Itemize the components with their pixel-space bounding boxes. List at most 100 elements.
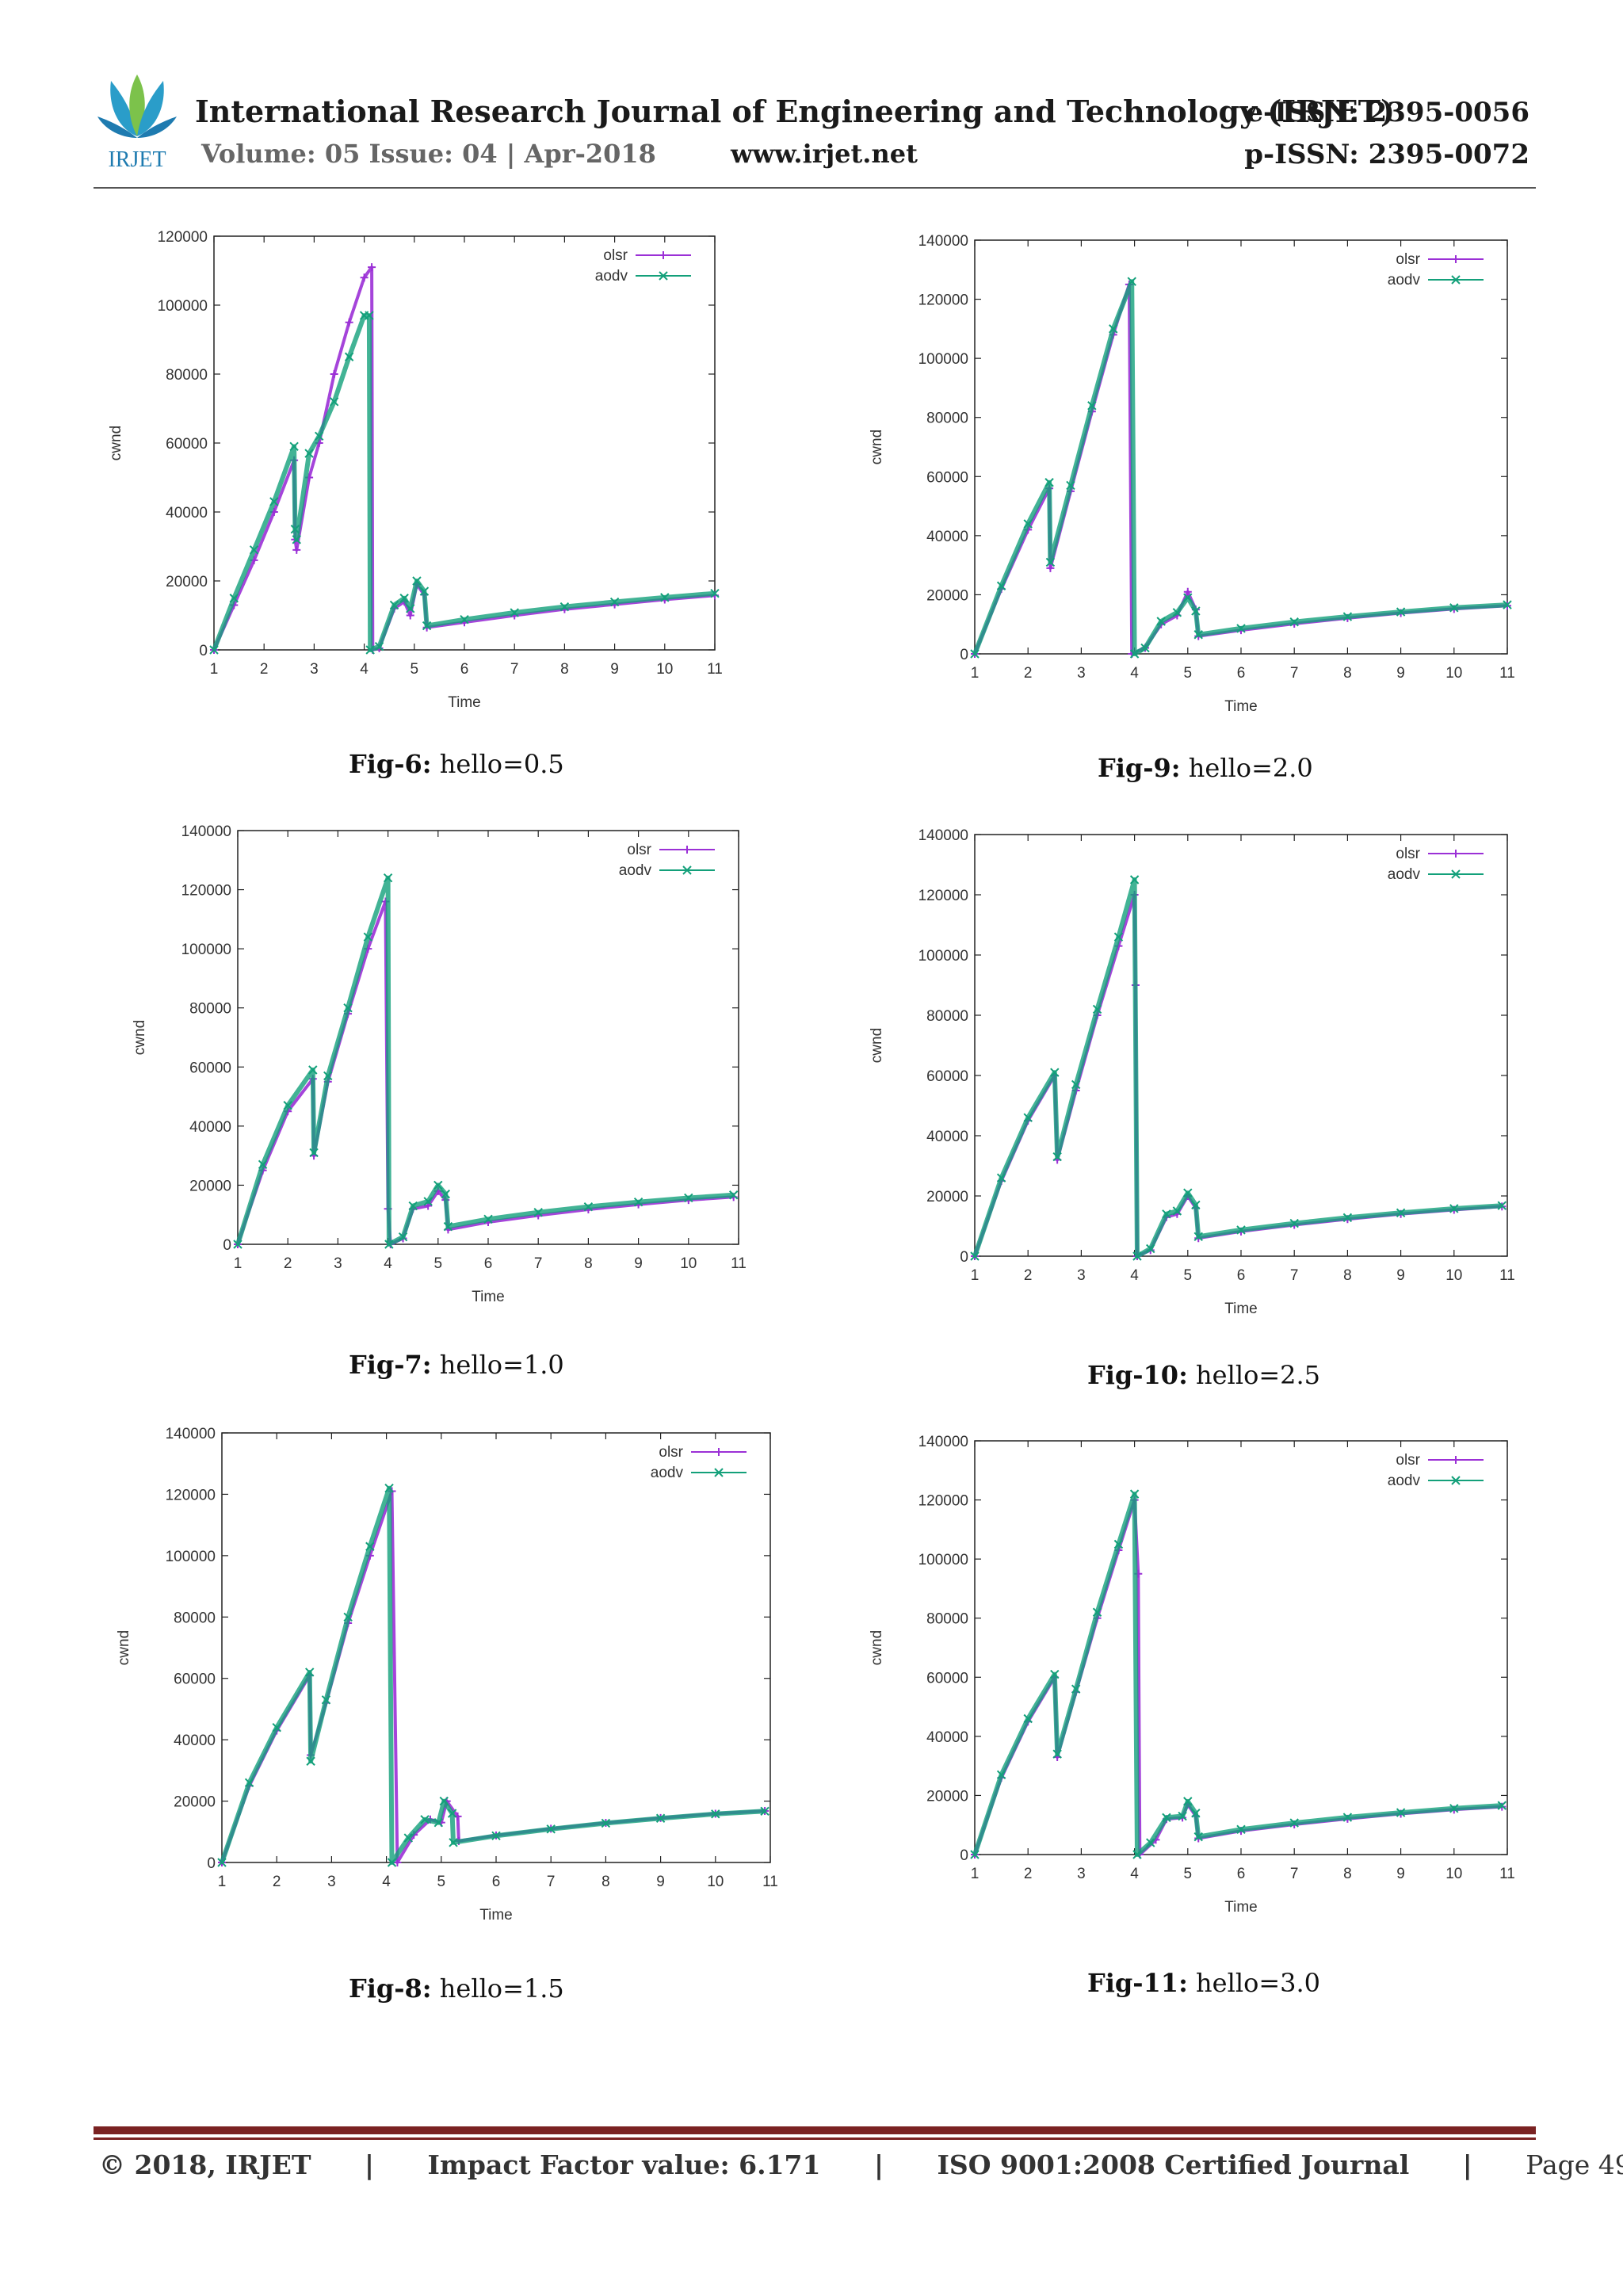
caption-text: hello=2.5 [1187, 1360, 1321, 1390]
data-point-aodv [1023, 1113, 1033, 1122]
page-footer: © 2018, IRJET | Impact Factor value: 6.1… [99, 2149, 1623, 2180]
x-tick-label: 7 [1290, 665, 1299, 682]
data-point-aodv [403, 1833, 413, 1843]
data-point-aodv [315, 431, 324, 441]
data-point-aodv [387, 1858, 397, 1867]
y-tick-label: 80000 [174, 1610, 216, 1626]
legend-label-olsr: olsr [659, 1444, 683, 1461]
legend-marker-aodv [659, 271, 668, 281]
caption-label: Fig-9: [1098, 753, 1181, 783]
chart-fig6: 0 20000 40000 60000 80000 100000 120000 1 2 3 4 5 6 7… [108, 229, 723, 711]
x-tick-label: 5 [437, 1874, 446, 1890]
x-tick-label: 3 [1077, 665, 1086, 682]
pissn: p-ISSN: 2395-0072 [1244, 139, 1529, 170]
data-point-aodv [1162, 1209, 1171, 1219]
data-point-aodv [1342, 612, 1353, 621]
footer-divider-thick [94, 2126, 1536, 2134]
footer-copyright: © 2018, IRJET [99, 2149, 311, 2180]
data-point-aodv [1289, 1818, 1299, 1828]
data-point-aodv [1191, 1200, 1201, 1210]
caption-label: Fig-10: [1087, 1360, 1188, 1390]
caption-text: hello=1.5 [431, 1973, 564, 2004]
legend-marker-aodv [1451, 869, 1461, 879]
data-point-aodv [1156, 617, 1166, 626]
y-tick-label: 20000 [174, 1794, 216, 1811]
y-tick-label: 20000 [926, 1189, 968, 1205]
x-tick-label: 7 [510, 661, 519, 678]
y-tick-label: 0 [207, 1855, 216, 1872]
y-tick-label: 120000 [158, 229, 208, 246]
data-point-aodv [460, 615, 469, 625]
legend-marker-aodv [1451, 275, 1461, 285]
data-point-olsr [330, 370, 338, 378]
data-point-aodv [233, 1240, 242, 1249]
series-aodv [233, 873, 739, 1249]
x-axis-label: Time [472, 1289, 505, 1305]
y-tick-label: 100000 [158, 298, 208, 315]
caption-text: hello=3.0 [1187, 1968, 1321, 1998]
y-tick-label: 140000 [918, 827, 968, 844]
data-point-aodv [443, 1221, 453, 1232]
data-point-aodv [970, 649, 980, 659]
legend-marker-aodv [1451, 1476, 1461, 1485]
caption-label: Fig-7: [349, 1350, 432, 1380]
y-tick-label: 80000 [189, 1001, 231, 1018]
data-point-aodv [244, 1778, 254, 1788]
data-point-aodv [1497, 1201, 1507, 1210]
y-tick-label: 20000 [926, 587, 968, 604]
x-tick-label: 11 [1499, 665, 1515, 682]
data-point-aodv [309, 1148, 319, 1158]
footer-separator: | [873, 2149, 884, 2180]
y-tick-label: 120000 [918, 888, 968, 904]
data-point-aodv [1497, 1801, 1507, 1810]
data-point-aodv [258, 1159, 268, 1170]
data-point-aodv [420, 1815, 430, 1824]
data-point-aodv [1193, 1832, 1203, 1842]
x-tick-label: 9 [1396, 1267, 1405, 1284]
x-tick-label: 3 [1077, 1866, 1086, 1882]
x-tick-label: 8 [1343, 1267, 1352, 1284]
data-point-aodv [343, 1003, 353, 1013]
data-point-aodv [510, 608, 519, 617]
data-point-aodv [559, 602, 570, 612]
data-point-aodv [1092, 1607, 1102, 1617]
header-divider [94, 187, 1536, 189]
y-tick-label: 140000 [918, 233, 968, 250]
x-tick-label: 8 [584, 1255, 593, 1272]
data-point-aodv [1191, 1809, 1201, 1818]
legend-label-aodv: aodv [619, 862, 652, 879]
x-tick-label: 3 [327, 1874, 336, 1890]
data-point-aodv [533, 1208, 543, 1217]
data-point-aodv [1113, 1539, 1124, 1549]
x-tick-label: 2 [1024, 665, 1033, 682]
y-tick-label: 100000 [918, 351, 968, 368]
caption-text: hello=2.0 [1180, 753, 1313, 783]
data-point-aodv [1449, 603, 1459, 613]
irjet-logo: IRJET [97, 74, 177, 172]
y-tick-label: 60000 [926, 1670, 968, 1687]
website-link[interactable]: www.irjet.net [731, 139, 918, 169]
legend-marker-olsr [1452, 255, 1460, 263]
footer-iso: ISO 9001:2008 Certified Journal [937, 2149, 1410, 2180]
data-point-aodv [1236, 1824, 1246, 1835]
data-point-aodv [1109, 324, 1118, 334]
y-tick-label: 20000 [166, 574, 208, 590]
data-point-olsr [345, 318, 353, 327]
data-point-aodv [710, 588, 720, 598]
logo-text: IRJET [108, 147, 166, 172]
legend-label-olsr: olsr [1396, 1452, 1420, 1469]
legend-marker-olsr [1452, 1456, 1460, 1464]
chart-fig10: 0 20000 40000 60000 80000 100000 120000 140000 1… [869, 827, 1515, 1317]
data-point-aodv [305, 1668, 315, 1677]
x-tick-label: 6 [1237, 1267, 1246, 1284]
data-point-aodv [433, 1817, 444, 1828]
data-point-aodv [970, 1251, 980, 1261]
y-tick-label: 0 [960, 1847, 968, 1864]
data-point-aodv [249, 545, 259, 555]
x-tick-label: 3 [1077, 1267, 1086, 1284]
y-tick-label: 60000 [926, 1068, 968, 1085]
data-point-olsr [406, 611, 414, 620]
data-point-aodv [1066, 480, 1075, 491]
data-point-olsr [368, 263, 376, 272]
plot-frame [974, 834, 1508, 1257]
